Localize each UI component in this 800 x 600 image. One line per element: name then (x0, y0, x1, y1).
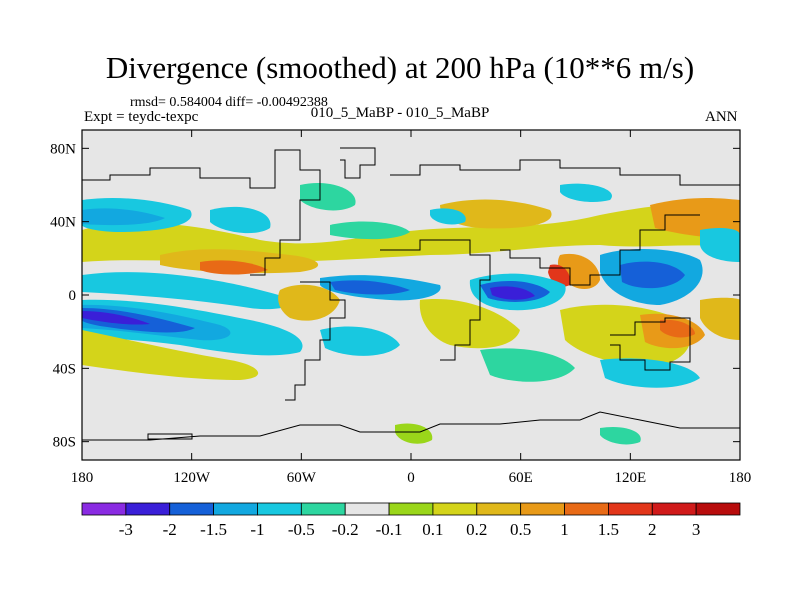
coastline-north-america (82, 149, 321, 276)
contour-region (430, 208, 466, 225)
contour-region (82, 272, 293, 310)
colorbar-swatch (651, 502, 697, 516)
colorbar-label: 1 (560, 520, 569, 539)
chart-title: Divergence (smoothed) at 200 hPa (10**6 … (105, 50, 695, 85)
x-tick-label: 60E (509, 470, 533, 486)
contour-region (600, 358, 700, 388)
colorbar-swatch (257, 502, 302, 516)
colorbar-swatch (300, 502, 346, 516)
colorbar-swatch (213, 502, 258, 516)
x-tick-label: 120W (173, 470, 211, 486)
colorbar-label: 0.2 (466, 520, 487, 539)
colorbar-swatch (125, 502, 171, 516)
colorbar-swatch (476, 502, 522, 516)
y-tick-label: 80S (53, 435, 76, 451)
colorbar-label: -1.5 (200, 520, 227, 539)
experiment-label: Expt = teydc-texpc (84, 109, 199, 125)
coastline-antarctica (82, 411, 740, 441)
coastlines (82, 147, 740, 441)
contour-region (200, 260, 268, 275)
x-tick-label: 180 (729, 470, 752, 486)
case-label: 010_5_MaBP - 010_5_MaBP (310, 105, 490, 121)
stats-label: rmsd= 0.584004 diff= -0.00492388 (130, 95, 328, 110)
contour-region (660, 319, 695, 338)
colorbar-swatch (344, 502, 390, 516)
x-axis: 180 120W 60W 0 60E 120E 180 (71, 130, 752, 486)
contour-region (210, 206, 271, 234)
y-tick-label: 0 (69, 288, 77, 304)
colorbar-label: 2 (648, 520, 657, 539)
season-label: ANN (705, 109, 738, 125)
colorbar-swatch (81, 502, 127, 516)
contour-region (160, 249, 319, 274)
colorbar-swatch (695, 502, 741, 516)
colorbar-label: -3 (119, 520, 133, 539)
y-tick-label: 80N (50, 141, 76, 157)
contour-region (82, 208, 165, 226)
colorbar-label: 0.1 (422, 520, 443, 539)
colorbar-swatch (388, 502, 434, 516)
colorbar-label: -1 (250, 520, 264, 539)
contour-region (600, 426, 641, 445)
colorbar: -3 -2 -1.5 -1 -0.5 -0.2 -0.1 0.1 0.2 0.5 1 1.5 2 3 (81, 502, 741, 539)
y-axis: 80N 40N 0 40S 80S (50, 141, 740, 451)
contour-region (620, 261, 685, 289)
coastline-greenland (340, 147, 376, 179)
colorbar-swatch (169, 502, 215, 516)
colorbar-label: -0.1 (376, 520, 403, 539)
x-tick-label: 60W (287, 470, 317, 486)
contour-region (330, 280, 410, 295)
x-tick-label: 120E (614, 470, 646, 486)
contour-region (320, 326, 400, 356)
colorbar-swatch (564, 502, 609, 516)
contour-region (490, 286, 535, 300)
contour-region (330, 221, 410, 240)
contour-region (395, 423, 433, 444)
colorbar-label: 3 (692, 520, 701, 539)
colorbar-label: -2 (163, 520, 177, 539)
coastline-south-america (285, 281, 346, 401)
coastline-australia (610, 317, 691, 371)
contour-region (82, 311, 150, 325)
colorbar-label: -0.2 (332, 520, 359, 539)
colorbar-label: 0.5 (510, 520, 531, 539)
contour-region (560, 183, 612, 203)
contour-region (300, 182, 356, 211)
coastline-island (147, 433, 193, 440)
contour-region (278, 284, 340, 321)
contour-region (480, 348, 575, 382)
y-tick-label: 40N (50, 215, 76, 231)
contour-region (82, 330, 259, 380)
colorbar-swatch (432, 502, 478, 516)
contour-region (700, 297, 740, 340)
x-tick-label: 0 (407, 470, 415, 486)
coastline-asia-south (500, 214, 700, 286)
colorbar-label: -0.5 (288, 520, 315, 539)
y-tick-label: 40S (53, 361, 76, 377)
coastline-africa (380, 239, 491, 361)
x-tick-label: 180 (71, 470, 94, 486)
colorbar-swatch (608, 502, 653, 516)
colorbar-swatch (520, 502, 565, 516)
colorbar-label: 1.5 (598, 520, 619, 539)
coastline-europe-asia (390, 159, 740, 186)
contour-region (700, 227, 740, 262)
contour-region (440, 199, 552, 229)
contour-region (82, 203, 740, 262)
